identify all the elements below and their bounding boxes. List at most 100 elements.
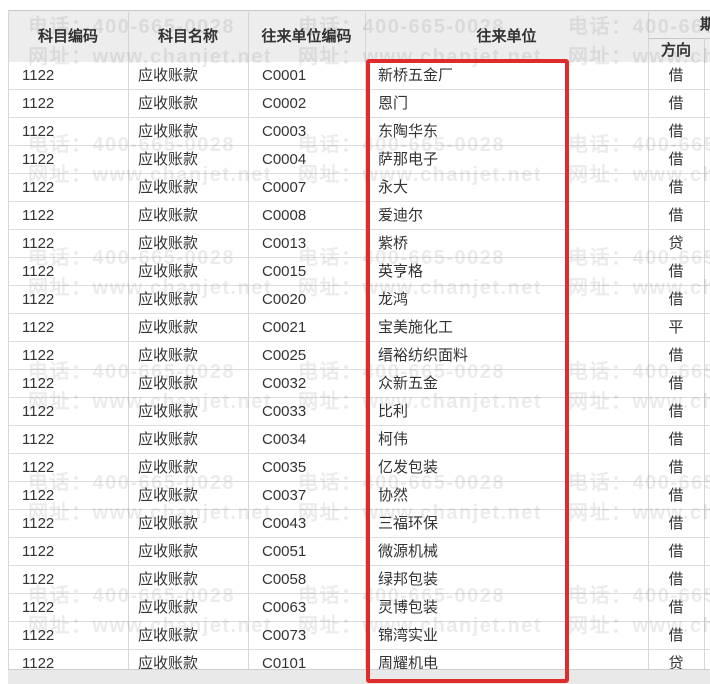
subject-name-cell[interactable]: 应收账款	[138, 291, 199, 308]
partner-code-cell[interactable]: C0101	[262, 655, 307, 672]
table-row[interactable]: 1122 应收账款 C0021 宝美施化工 平	[8, 314, 710, 342]
subject-name-cell[interactable]: 应收账款	[138, 403, 199, 420]
subject-name-cell[interactable]: 应收账款	[138, 627, 199, 644]
subject-code-cell[interactable]: 1122	[22, 459, 55, 476]
subject-name-cell[interactable]: 应收账款	[138, 655, 199, 672]
partner-name-cell[interactable]: 英亨格	[378, 263, 424, 280]
subject-code-cell[interactable]: 1122	[22, 487, 55, 504]
direction-cell[interactable]: 借	[668, 291, 684, 308]
partner-code-cell[interactable]: C0020	[262, 291, 307, 308]
direction-cell[interactable]: 借	[668, 487, 684, 504]
table-row[interactable]: 1122 应收账款 C0025 缙裕纺织面料 借	[8, 342, 710, 370]
direction-cell[interactable]: 平	[668, 319, 684, 336]
subject-name-cell[interactable]: 应收账款	[138, 347, 199, 364]
table-row[interactable]: 1122 应收账款 C0063 灵博包装 借	[8, 594, 710, 622]
direction-cell[interactable]: 借	[668, 263, 684, 280]
subject-code-cell[interactable]: 1122	[22, 375, 55, 392]
partner-name-cell[interactable]: 永大	[378, 179, 409, 196]
partner-name-cell[interactable]: 新桥五金厂	[378, 67, 454, 84]
direction-cell[interactable]: 借	[668, 375, 684, 392]
direction-cell[interactable]: 借	[668, 347, 684, 364]
direction-cell[interactable]: 借	[668, 571, 684, 588]
subject-name-cell[interactable]: 应收账款	[138, 263, 199, 280]
direction-cell[interactable]: 借	[668, 123, 684, 140]
direction-cell[interactable]: 借	[668, 459, 684, 476]
subject-name-cell[interactable]: 应收账款	[138, 515, 199, 532]
table-row[interactable]: 1122 应收账款 C0051 微源机械 借	[8, 538, 710, 566]
table-row[interactable]: 1122 应收账款 C0034 柯伟 借	[8, 426, 710, 454]
direction-cell[interactable]: 借	[668, 207, 684, 224]
table-row[interactable]: 1122 应收账款 C0015 英亨格 借	[8, 258, 710, 286]
subject-code-cell[interactable]: 1122	[22, 235, 55, 252]
partner-code-cell[interactable]: C0025	[262, 347, 307, 364]
subject-code-cell[interactable]: 1122	[22, 207, 55, 224]
partner-name-cell[interactable]: 灵博包装	[378, 599, 439, 616]
subject-name-cell[interactable]: 应收账款	[138, 123, 199, 140]
partner-name-cell[interactable]: 恩门	[378, 95, 409, 112]
subject-code-cell[interactable]: 1122	[22, 543, 55, 560]
subject-name-cell[interactable]: 应收账款	[138, 571, 199, 588]
subject-name-cell[interactable]: 应收账款	[138, 599, 199, 616]
partner-code-cell[interactable]: C0008	[262, 207, 307, 224]
direction-cell[interactable]: 借	[668, 179, 684, 196]
direction-cell[interactable]: 借	[668, 627, 684, 644]
partner-code-cell[interactable]: C0021	[262, 319, 307, 336]
subject-name-cell[interactable]: 应收账款	[138, 179, 199, 196]
table-row[interactable]: 1122 应收账款 C0002 恩门 借	[8, 90, 710, 118]
subject-code-cell[interactable]: 1122	[22, 347, 55, 364]
table-row[interactable]: 1122 应收账款 C0073 锦湾实业 借	[8, 622, 710, 650]
subject-name-cell[interactable]: 应收账款	[138, 319, 199, 336]
subject-code-cell[interactable]: 1122	[22, 655, 55, 672]
partner-code-cell[interactable]: C0002	[262, 95, 307, 112]
partner-code-cell[interactable]: C0035	[262, 459, 307, 476]
partner-name-cell[interactable]: 周耀机电	[378, 655, 439, 672]
table-row[interactable]: 1122 应收账款 C0007 永大 借	[8, 174, 710, 202]
direction-cell[interactable]: 借	[668, 403, 684, 420]
direction-cell[interactable]: 借	[668, 515, 684, 532]
partner-code-cell[interactable]: C0063	[262, 599, 307, 616]
subject-code-cell[interactable]: 1122	[22, 179, 55, 196]
partner-code-cell[interactable]: C0013	[262, 235, 307, 252]
table-row[interactable]: 1122 应收账款 C0043 三福环保 借	[8, 510, 710, 538]
subject-name-cell[interactable]: 应收账款	[138, 235, 199, 252]
partner-code-cell[interactable]: C0043	[262, 515, 307, 532]
partner-code-cell[interactable]: C0051	[262, 543, 307, 560]
subject-code-cell[interactable]: 1122	[22, 515, 55, 532]
partner-name-cell[interactable]: 三福环保	[378, 515, 439, 532]
partner-code-cell[interactable]: C0058	[262, 571, 307, 588]
direction-cell[interactable]: 借	[668, 151, 684, 168]
subject-code-cell[interactable]: 1122	[22, 319, 55, 336]
direction-cell[interactable]: 贷	[668, 655, 684, 672]
subject-code-cell[interactable]: 1122	[22, 291, 55, 308]
partner-code-cell[interactable]: C0007	[262, 179, 307, 196]
partner-name-cell[interactable]: 众新五金	[378, 375, 439, 392]
direction-cell[interactable]: 借	[668, 95, 684, 112]
subject-code-cell[interactable]: 1122	[22, 263, 55, 280]
table-row[interactable]: 1122 应收账款 C0032 众新五金 借	[8, 370, 710, 398]
partner-code-cell[interactable]: C0034	[262, 431, 307, 448]
table-row[interactable]: 1122 应收账款 C0035 亿发包装 借	[8, 454, 710, 482]
table-row[interactable]: 1122 应收账款 C0001 新桥五金厂 借	[8, 62, 710, 90]
subject-name-cell[interactable]: 应收账款	[138, 207, 199, 224]
subject-code-cell[interactable]: 1122	[22, 403, 55, 420]
subject-code-cell[interactable]: 1122	[22, 627, 55, 644]
table-row[interactable]: 1122 应收账款 C0037 协然 借	[8, 482, 710, 510]
partner-name-cell[interactable]: 龙鸿	[378, 291, 409, 308]
partner-name-cell[interactable]: 协然	[378, 487, 409, 504]
partner-code-cell[interactable]: C0001	[262, 67, 307, 84]
subject-name-cell[interactable]: 应收账款	[138, 543, 199, 560]
table-row[interactable]: 1122 应收账款 C0020 龙鸿 借	[8, 286, 710, 314]
direction-cell[interactable]: 贷	[668, 235, 684, 252]
partner-name-cell[interactable]: 柯伟	[378, 431, 409, 448]
subject-name-cell[interactable]: 应收账款	[138, 151, 199, 168]
subject-name-cell[interactable]: 应收账款	[138, 487, 199, 504]
partner-name-cell[interactable]: 萨那电子	[378, 151, 439, 168]
partner-name-cell[interactable]: 缙裕纺织面料	[378, 347, 469, 364]
table-row[interactable]: 1122 应收账款 C0004 萨那电子 借	[8, 146, 710, 174]
direction-cell[interactable]: 借	[668, 431, 684, 448]
subject-code-cell[interactable]: 1122	[22, 95, 55, 112]
partner-code-cell[interactable]: C0003	[262, 123, 307, 140]
table-row[interactable]: 1122 应收账款 C0033 比利 借	[8, 398, 710, 426]
subject-code-cell[interactable]: 1122	[22, 571, 55, 588]
partner-name-cell[interactable]: 锦湾实业	[378, 627, 439, 644]
